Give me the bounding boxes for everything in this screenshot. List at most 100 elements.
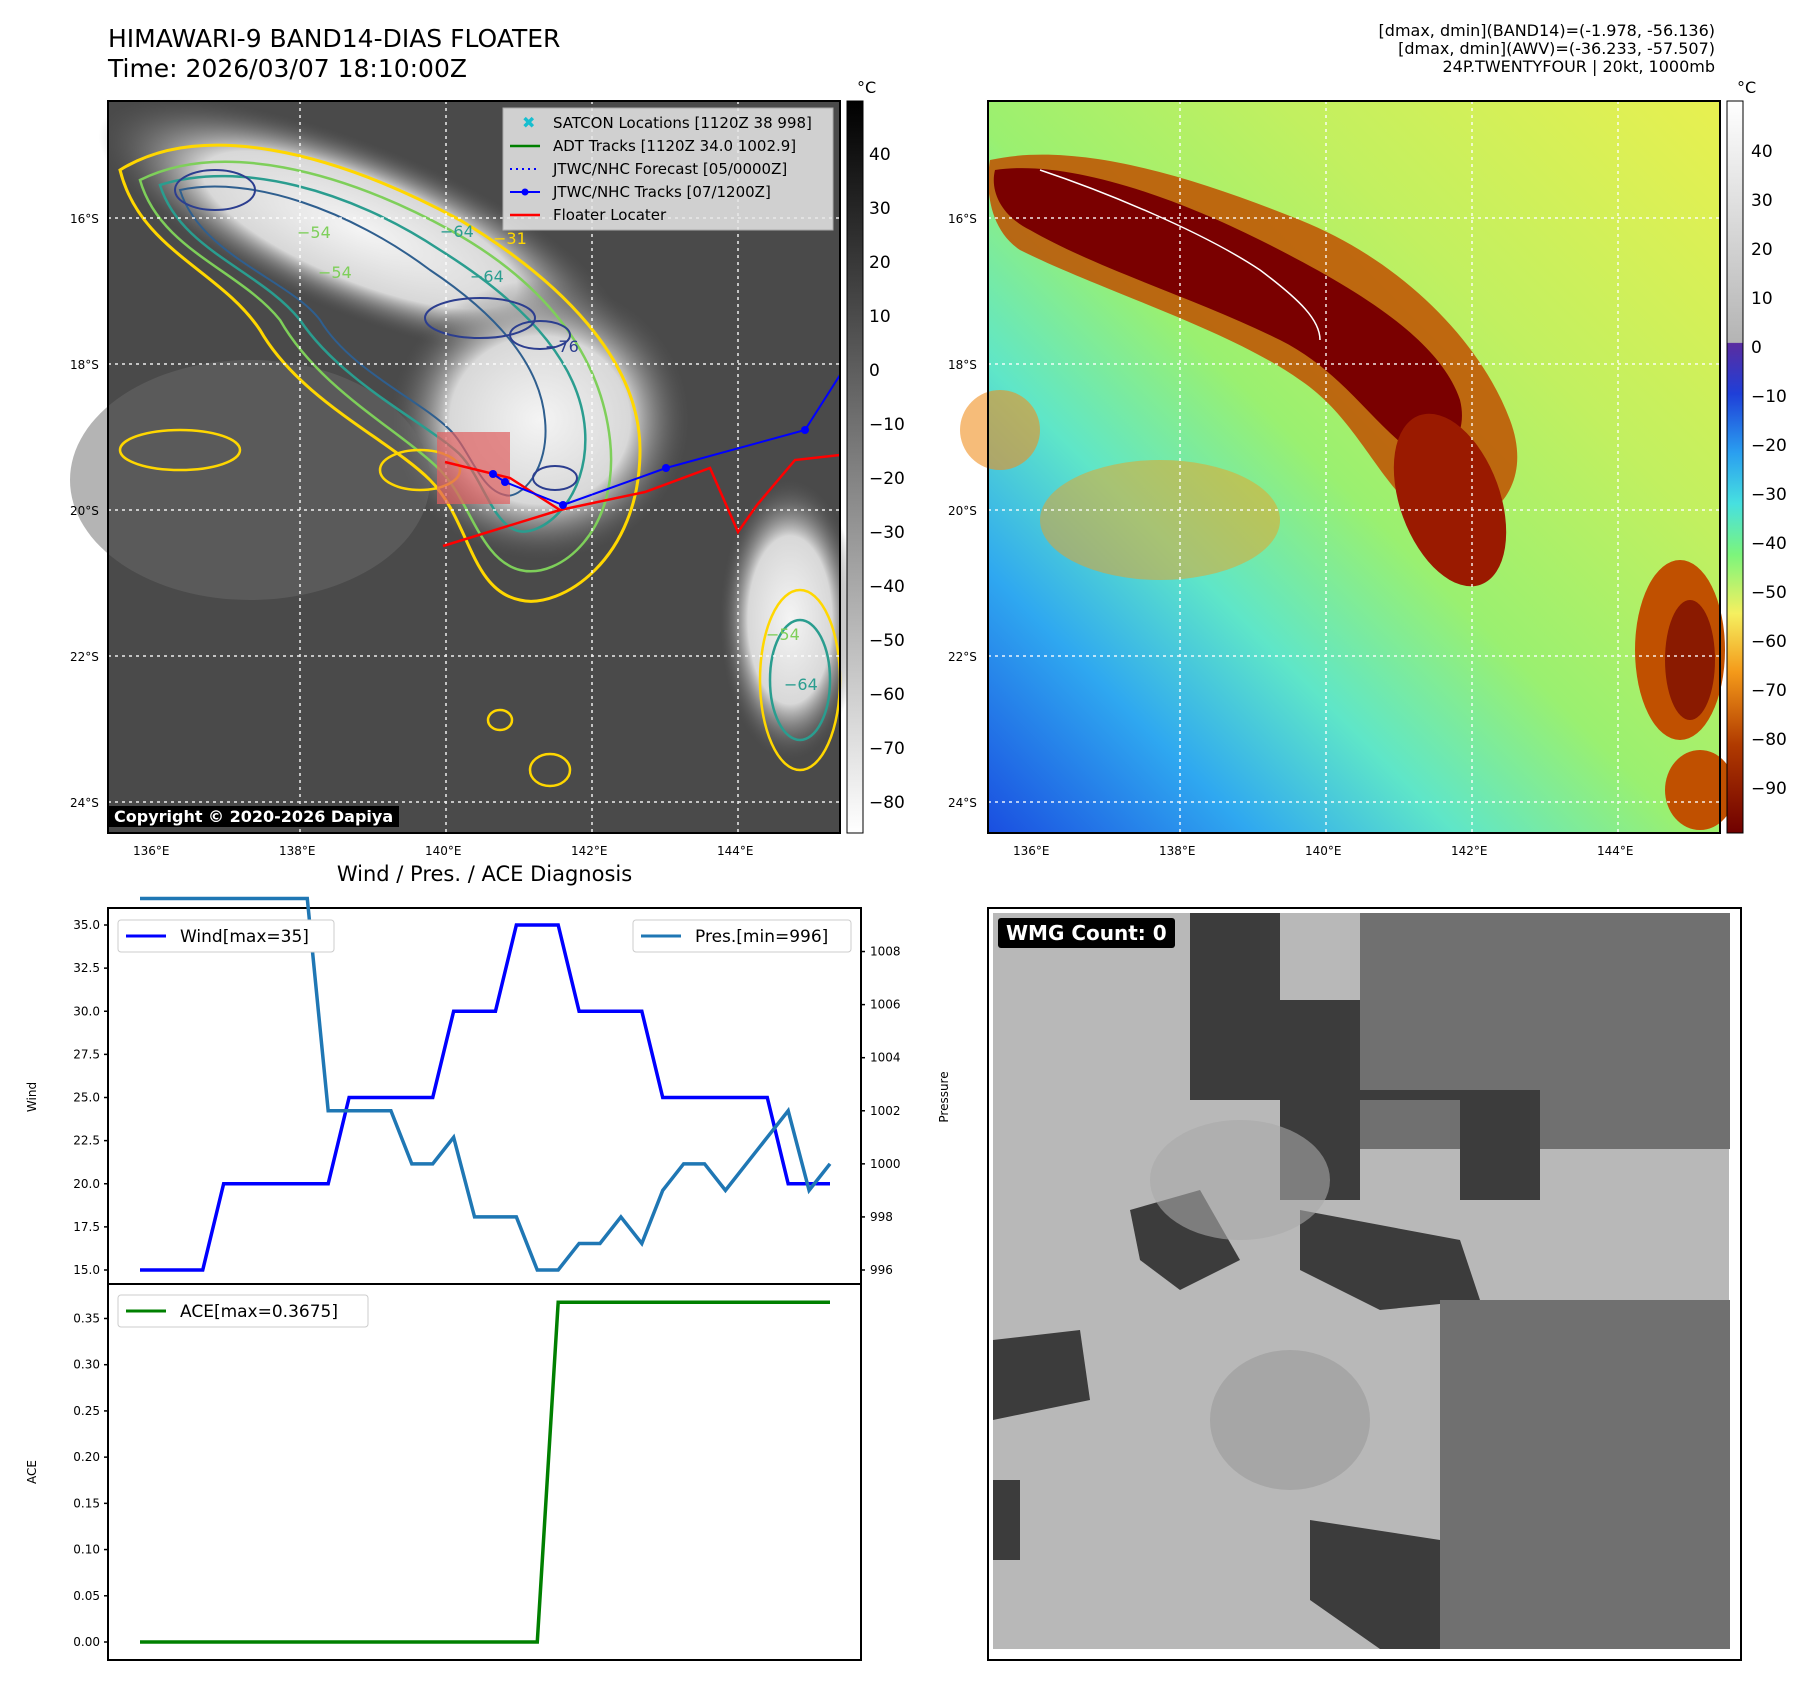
wind-ylabel: Wind [25, 1082, 39, 1112]
ace-series-line [140, 1300, 830, 1644]
lat-label: 18°S [948, 358, 977, 372]
colorbar-unit: °C [1737, 78, 1756, 97]
title-time: Time: 2026/03/07 18:10:00Z [108, 54, 467, 83]
tracks-legend-marker [521, 188, 529, 196]
cbar-tick: 30 [869, 199, 891, 219]
cbar-tick: −30 [869, 523, 905, 543]
wind-pressure-panel: 35.0 32.5 30.0 27.5 25.0 22.5 20.0 17.5 15.0 100… [25, 896, 951, 1285]
cbar-tick: 40 [869, 145, 891, 165]
band14-stats: [dmax, dmin](BAND14)=(-1.978, -56.136) [1378, 21, 1715, 40]
pressure-series-line [140, 896, 832, 1272]
lon-label: 144°E [717, 844, 754, 858]
right-map-axis-labels: 16°S 18°S 20°S 22°S 24°S 136°E 138°E 140… [948, 212, 1634, 858]
legend-adt: ADT Tracks [1120Z 34.0 1002.9] [553, 137, 796, 155]
awv-stats: [dmax, dmin](AWV)=(-36.233, -57.507) [1398, 39, 1715, 58]
pressure-tick-label: 1004 [870, 1051, 901, 1065]
pressure-tick-label: 1006 [870, 998, 901, 1012]
cbar-tick: −50 [869, 631, 905, 651]
wind-tick-label: 35.0 [73, 918, 100, 932]
floater-track-a [444, 453, 841, 535]
lon-label: 142°E [571, 844, 608, 858]
ace-tick-label: 0.25 [73, 1404, 100, 1418]
diagnosis-title: Wind / Pres. / ACE Diagnosis [336, 862, 633, 886]
lat-label: 24°S [70, 796, 99, 810]
lon-label: 136°E [1013, 844, 1050, 858]
legend-forecast: JTWC/NHC Forecast [05/0000Z] [552, 160, 787, 178]
lon-label: 138°E [1159, 844, 1196, 858]
cbar-tick: 0 [869, 361, 880, 381]
floater-track-b [442, 508, 561, 548]
cbar-tick: 40 [1751, 142, 1773, 162]
satcon-marker-icon: ✖ [522, 113, 535, 132]
contour-label: −64 [784, 675, 818, 694]
cbar-tick: −40 [869, 577, 905, 597]
ace-tick-label: 0.30 [73, 1358, 100, 1372]
lat-label: 20°S [70, 504, 99, 518]
lat-label: 18°S [70, 358, 99, 372]
pressure-tick-label: 996 [870, 1263, 893, 1277]
ace-tick-label: 0.10 [73, 1543, 100, 1557]
wmg-count-badge: WMG Count: 0 [998, 918, 1175, 948]
wmg-panel [987, 907, 1742, 1661]
contour-label: −31 [493, 229, 527, 248]
lon-label: 138°E [279, 844, 316, 858]
awv-map [960, 100, 1735, 834]
coastline [1039, 169, 1321, 341]
storm-info: 24P.TWENTYFOUR | 20kt, 1000mb [1442, 57, 1715, 76]
lon-label: 136°E [133, 844, 170, 858]
ace-tick-label: 0.05 [73, 1589, 100, 1603]
cbar-tick: −20 [869, 469, 905, 489]
track-point [559, 501, 567, 509]
wind-series-line [140, 923, 830, 1272]
contour-label: −64 [470, 267, 504, 286]
awv-map-frame [987, 100, 1721, 834]
cbar-tick: −70 [1751, 681, 1787, 701]
track-point [489, 470, 497, 478]
legend-tracks: JTWC/NHC Tracks [07/1200Z] [552, 183, 771, 201]
wind-tick-label: 17.5 [73, 1220, 100, 1234]
ace-tick-label: 0.20 [73, 1450, 100, 1464]
lat-label: 16°S [948, 212, 977, 226]
wind-tick-label: 25.0 [73, 1091, 100, 1105]
wind-tick-label: 22.5 [73, 1134, 100, 1148]
wind-tick-label: 30.0 [73, 1004, 100, 1018]
cbar-tick: 10 [1751, 289, 1773, 309]
cbar-tick: 20 [869, 253, 891, 273]
contour-label: −54 [297, 223, 331, 242]
copyright-badge: Copyright © 2020-2026 Dapiya [108, 806, 400, 827]
cbar-tick: −90 [1751, 779, 1787, 799]
lon-label: 140°E [425, 844, 462, 858]
cbar-tick: −20 [1751, 436, 1787, 456]
band14-map: −54 −64 −31 −54 −64 −76 −54 −64 [70, 98, 860, 834]
pressure-tick-label: 998 [870, 1210, 893, 1224]
lon-label: 144°E [1597, 844, 1634, 858]
figure-title: HIMAWARI-9 BAND14-DIAS FLOATER Time: 202… [108, 24, 560, 84]
lat-label: 24°S [948, 796, 977, 810]
pressure-ylabel: Pressure [937, 1071, 951, 1122]
ace-tick-label: 0.00 [73, 1635, 100, 1649]
colorbar-unit: °C [857, 78, 876, 97]
cbar-tick: 30 [1751, 191, 1773, 211]
cbar-tick: −60 [1751, 632, 1787, 652]
ace-tick-label: 0.35 [73, 1311, 100, 1325]
cbar-tick: −10 [1751, 387, 1787, 407]
pressure-tick-label: 1000 [870, 1157, 901, 1171]
contour-label: −76 [545, 337, 579, 356]
cbar-tick: −30 [1751, 485, 1787, 505]
lat-label: 22°S [70, 650, 99, 664]
track-point [801, 426, 809, 434]
track-point [662, 464, 670, 472]
lat-label: 16°S [70, 212, 99, 226]
cbar-tick: 20 [1751, 240, 1773, 260]
track-point [501, 478, 509, 486]
cbar-tick: −80 [1751, 730, 1787, 750]
ace-legend [117, 1294, 369, 1328]
pressure-tick-label: 1002 [870, 1104, 901, 1118]
pressure-tick-label: 1008 [870, 945, 901, 959]
cbar-tick: −50 [1751, 583, 1787, 603]
lat-label: 22°S [948, 650, 977, 664]
band14-colorbar: °C 40 30 20 10 0 −10 −20 −30 −40 −50 −60… [846, 78, 905, 834]
cbar-tick: 10 [869, 307, 891, 327]
legend-floater: Floater Locater [553, 206, 667, 224]
